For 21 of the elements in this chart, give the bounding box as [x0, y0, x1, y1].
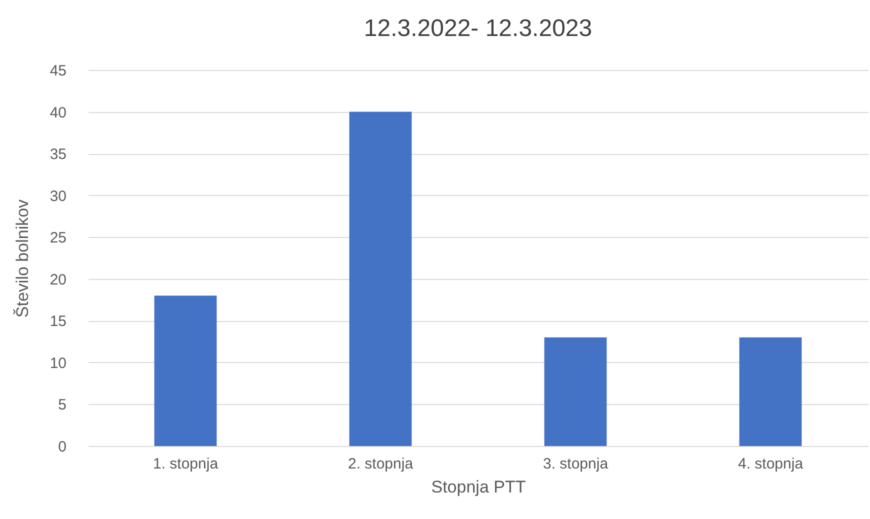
x-tick-label: 2. stopnja	[348, 456, 414, 472]
x-tick-label: 3. stopnja	[542, 456, 609, 472]
bar	[544, 337, 607, 446]
y-tick-label: 0	[58, 438, 66, 456]
y-tick-label: 45	[50, 62, 66, 80]
bar	[154, 296, 217, 446]
y-axis-title: Število bolnikov	[12, 198, 32, 318]
y-tick-label: 20	[50, 271, 66, 288]
y-tick-label: 10	[50, 354, 66, 372]
y-tick-label: 40	[50, 104, 66, 122]
y-tick-label: 25	[50, 230, 66, 247]
y-tick-label: 15	[50, 313, 66, 330]
y-tick-label: 35	[50, 146, 66, 164]
bar	[349, 112, 412, 446]
x-tick-label: 4. stopnja	[738, 456, 804, 472]
chart-title: 12.3.2022- 12.3.2023	[364, 15, 592, 42]
y-tick-label: 30	[50, 188, 66, 205]
x-tick-label: 1. stopnja	[152, 456, 219, 472]
bar	[739, 337, 802, 446]
y-tick-label: 5	[58, 396, 66, 414]
x-axis-title: Stopnja PTT	[431, 478, 526, 496]
